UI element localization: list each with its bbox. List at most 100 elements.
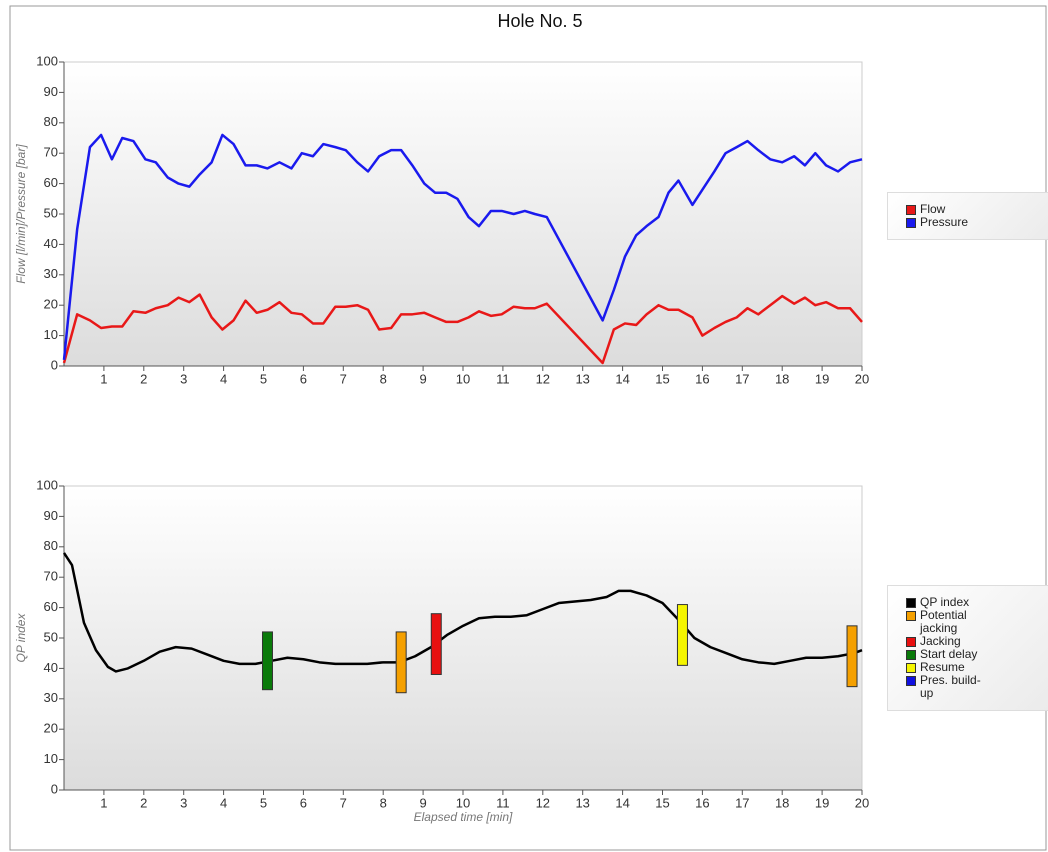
legend-swatch bbox=[906, 205, 916, 215]
legend: Flow Pressure bbox=[887, 192, 1048, 240]
x-tick-label: 2 bbox=[140, 371, 147, 386]
x-tick-label: 8 bbox=[380, 371, 387, 386]
y-tick-label: 100 bbox=[36, 53, 58, 68]
x-tick-label: 1 bbox=[100, 795, 107, 810]
legend-swatch bbox=[906, 650, 916, 660]
y-tick-label: 60 bbox=[44, 599, 58, 614]
legend-swatch bbox=[906, 637, 916, 647]
line bbox=[62, 552, 863, 673]
x-tick-label: 19 bbox=[815, 795, 829, 810]
x-tick-label: 10 bbox=[456, 795, 470, 810]
legend-label: Start delay bbox=[920, 647, 978, 661]
x-tick-label: 15 bbox=[655, 371, 669, 386]
x-tick-label: 9 bbox=[419, 371, 426, 386]
x-tick-label: 5 bbox=[260, 795, 267, 810]
legend-swatch bbox=[906, 218, 916, 228]
x-tick-label: 8 bbox=[380, 795, 387, 810]
event-marker bbox=[676, 604, 688, 666]
line bbox=[62, 133, 863, 361]
x-tick-label: 3 bbox=[180, 795, 187, 810]
x-tick-label: 6 bbox=[300, 371, 307, 386]
y-tick-label: 70 bbox=[44, 569, 58, 584]
x-tick-label: 11 bbox=[496, 371, 510, 386]
legend-swatch bbox=[906, 611, 916, 621]
y-tick-label: 50 bbox=[44, 205, 58, 220]
y-axis-label: QP index bbox=[14, 613, 28, 663]
legend-swatch bbox=[906, 598, 916, 608]
x-tick-label: 13 bbox=[575, 795, 589, 810]
x-tick-label: 3 bbox=[180, 371, 187, 386]
legend-label: QP index bbox=[920, 595, 970, 609]
legend-item: Start delay bbox=[906, 648, 1038, 661]
x-tick-label: 18 bbox=[775, 371, 789, 386]
legend-item: QP index bbox=[906, 596, 1038, 609]
legend-item: Pressure bbox=[906, 216, 1038, 229]
legend: QP index Potential jacking Jacking Start de… bbox=[887, 585, 1048, 711]
x-tick-label: 13 bbox=[575, 371, 589, 386]
y-tick-label: 0 bbox=[51, 357, 58, 372]
y-tick-label: 50 bbox=[44, 629, 58, 644]
x-tick-label: 7 bbox=[340, 795, 347, 810]
x-tick-label: 17 bbox=[735, 371, 749, 386]
y-tick-label: 40 bbox=[44, 660, 58, 675]
x-tick-label: 19 bbox=[815, 371, 829, 386]
legend-label: Potential jacking bbox=[920, 608, 967, 635]
y-tick-label: 60 bbox=[44, 175, 58, 190]
x-tick-label: 18 bbox=[775, 795, 789, 810]
x-tick-label: 12 bbox=[536, 371, 550, 386]
legend-item: Pres. build-up bbox=[906, 674, 1038, 700]
event-marker bbox=[430, 613, 442, 675]
y-tick-label: 10 bbox=[44, 751, 58, 766]
chart-title: Hole No. 5 bbox=[497, 11, 582, 31]
y-tick-label: 80 bbox=[44, 538, 58, 553]
legend-item: Potential jacking bbox=[906, 609, 1038, 635]
legend-item: Flow bbox=[906, 203, 1038, 216]
y-tick-label: 90 bbox=[44, 508, 58, 523]
x-tick-label: 1 bbox=[100, 371, 107, 386]
y-tick-label: 30 bbox=[44, 690, 58, 705]
event-marker bbox=[261, 631, 273, 691]
line bbox=[62, 293, 863, 365]
x-tick-label: 14 bbox=[615, 795, 629, 810]
x-tick-label: 20 bbox=[855, 371, 869, 386]
legend-label: Pressure bbox=[920, 215, 969, 229]
y-tick-label: 30 bbox=[44, 266, 58, 281]
legend-swatch bbox=[906, 676, 916, 686]
x-tick-label: 5 bbox=[260, 371, 267, 386]
x-tick-label: 7 bbox=[340, 371, 347, 386]
legend-label: Pres. build-up bbox=[920, 673, 981, 700]
legend-item: Jacking bbox=[906, 635, 1038, 648]
y-tick-label: 20 bbox=[44, 297, 58, 312]
y-tick-label: 0 bbox=[51, 781, 58, 796]
x-tick-label: 16 bbox=[695, 795, 709, 810]
frame bbox=[9, 5, 1047, 851]
x-tick-label: 11 bbox=[496, 795, 510, 810]
y-tick-label: 70 bbox=[44, 145, 58, 160]
x-tick-label: 2 bbox=[140, 795, 147, 810]
legend-swatch bbox=[906, 663, 916, 673]
x-tick-label: 6 bbox=[300, 795, 307, 810]
legend-label: Jacking bbox=[920, 634, 961, 648]
x-tick-label: 12 bbox=[536, 795, 550, 810]
plot-area bbox=[63, 61, 863, 367]
event-marker bbox=[395, 631, 407, 694]
y-tick-label: 100 bbox=[36, 477, 58, 492]
x-tick-label: 20 bbox=[855, 795, 869, 810]
x-tick-label: 4 bbox=[220, 795, 227, 810]
y-tick-label: 90 bbox=[44, 84, 58, 99]
y-tick-label: 40 bbox=[44, 236, 58, 251]
legend-label: Flow bbox=[920, 202, 946, 216]
x-tick-label: 10 bbox=[456, 371, 470, 386]
x-tick-label: 17 bbox=[735, 795, 749, 810]
legend-item: Resume bbox=[906, 661, 1038, 674]
x-tick-label: 14 bbox=[615, 371, 629, 386]
plot-area bbox=[63, 485, 863, 791]
x-tick-label: 15 bbox=[655, 795, 669, 810]
y-tick-label: 80 bbox=[44, 114, 58, 129]
x-axis-label: Elapsed time [min] bbox=[414, 810, 513, 824]
y-tick-label: 10 bbox=[44, 327, 58, 342]
y-tick-label: 20 bbox=[44, 721, 58, 736]
x-tick-label: 4 bbox=[220, 371, 227, 386]
